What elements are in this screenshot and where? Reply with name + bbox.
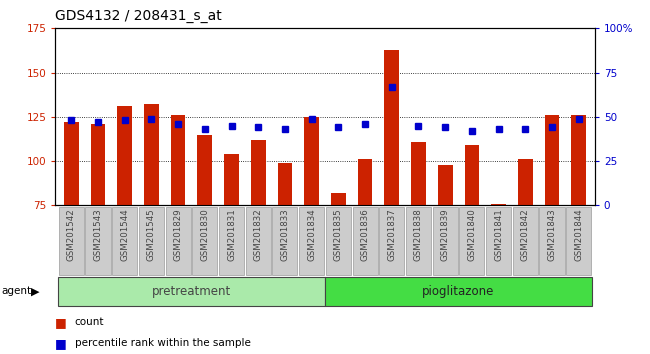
Bar [90, 124, 105, 205]
Text: GSM201544: GSM201544 [120, 208, 129, 261]
Bar [438, 165, 452, 205]
Text: GSM201831: GSM201831 [227, 208, 236, 261]
Bar [545, 115, 560, 205]
FancyBboxPatch shape [540, 207, 565, 275]
FancyBboxPatch shape [326, 207, 351, 275]
Text: GSM201545: GSM201545 [147, 208, 156, 261]
FancyBboxPatch shape [139, 207, 164, 275]
FancyBboxPatch shape [406, 207, 431, 275]
Text: GSM201832: GSM201832 [254, 208, 263, 261]
FancyBboxPatch shape [192, 207, 217, 275]
Bar [251, 140, 266, 205]
Text: GSM201842: GSM201842 [521, 208, 530, 261]
FancyBboxPatch shape [85, 207, 111, 275]
Bar [384, 50, 399, 205]
FancyBboxPatch shape [379, 207, 404, 275]
Bar [144, 104, 159, 205]
Text: GDS4132 / 208431_s_at: GDS4132 / 208431_s_at [55, 9, 222, 23]
FancyBboxPatch shape [460, 207, 484, 275]
Bar [331, 193, 346, 205]
Text: GSM201839: GSM201839 [441, 208, 450, 261]
Bar [278, 163, 292, 205]
Bar [171, 115, 185, 205]
FancyBboxPatch shape [246, 207, 271, 275]
FancyBboxPatch shape [272, 207, 298, 275]
Bar [64, 122, 79, 205]
Text: GSM201844: GSM201844 [574, 208, 583, 261]
FancyBboxPatch shape [325, 277, 592, 306]
Text: GSM201834: GSM201834 [307, 208, 316, 261]
Bar [198, 135, 212, 205]
Text: pioglitazone: pioglitazone [422, 285, 495, 298]
Text: percentile rank within the sample: percentile rank within the sample [75, 338, 251, 348]
Text: ■: ■ [55, 337, 67, 350]
Bar [224, 154, 239, 205]
Text: GSM201833: GSM201833 [280, 208, 289, 261]
Bar [304, 117, 319, 205]
Text: GSM201837: GSM201837 [387, 208, 396, 261]
Bar [571, 115, 586, 205]
FancyBboxPatch shape [352, 207, 378, 275]
Text: agent: agent [1, 286, 31, 296]
FancyBboxPatch shape [486, 207, 511, 275]
Text: GSM201843: GSM201843 [547, 208, 556, 261]
Text: GSM201543: GSM201543 [94, 208, 103, 261]
Text: GSM201835: GSM201835 [334, 208, 343, 261]
Bar [358, 159, 372, 205]
Text: GSM201841: GSM201841 [494, 208, 503, 261]
Text: ■: ■ [55, 316, 67, 329]
Text: GSM201830: GSM201830 [200, 208, 209, 261]
Text: GSM201836: GSM201836 [361, 208, 370, 261]
FancyBboxPatch shape [513, 207, 538, 275]
Text: GSM201838: GSM201838 [414, 208, 423, 261]
Text: GSM201840: GSM201840 [467, 208, 476, 261]
Text: pretreatment: pretreatment [152, 285, 231, 298]
Text: GSM201542: GSM201542 [67, 208, 76, 261]
Bar [465, 145, 479, 205]
FancyBboxPatch shape [58, 207, 84, 275]
Bar [118, 106, 132, 205]
FancyBboxPatch shape [566, 207, 592, 275]
FancyBboxPatch shape [219, 207, 244, 275]
Bar [491, 204, 506, 205]
Text: ▶: ▶ [31, 286, 40, 296]
FancyBboxPatch shape [433, 207, 458, 275]
FancyBboxPatch shape [112, 207, 137, 275]
Text: GSM201829: GSM201829 [174, 208, 183, 261]
Bar [411, 142, 426, 205]
FancyBboxPatch shape [166, 207, 190, 275]
Bar [518, 159, 532, 205]
FancyBboxPatch shape [299, 207, 324, 275]
Text: count: count [75, 317, 104, 327]
FancyBboxPatch shape [58, 277, 325, 306]
